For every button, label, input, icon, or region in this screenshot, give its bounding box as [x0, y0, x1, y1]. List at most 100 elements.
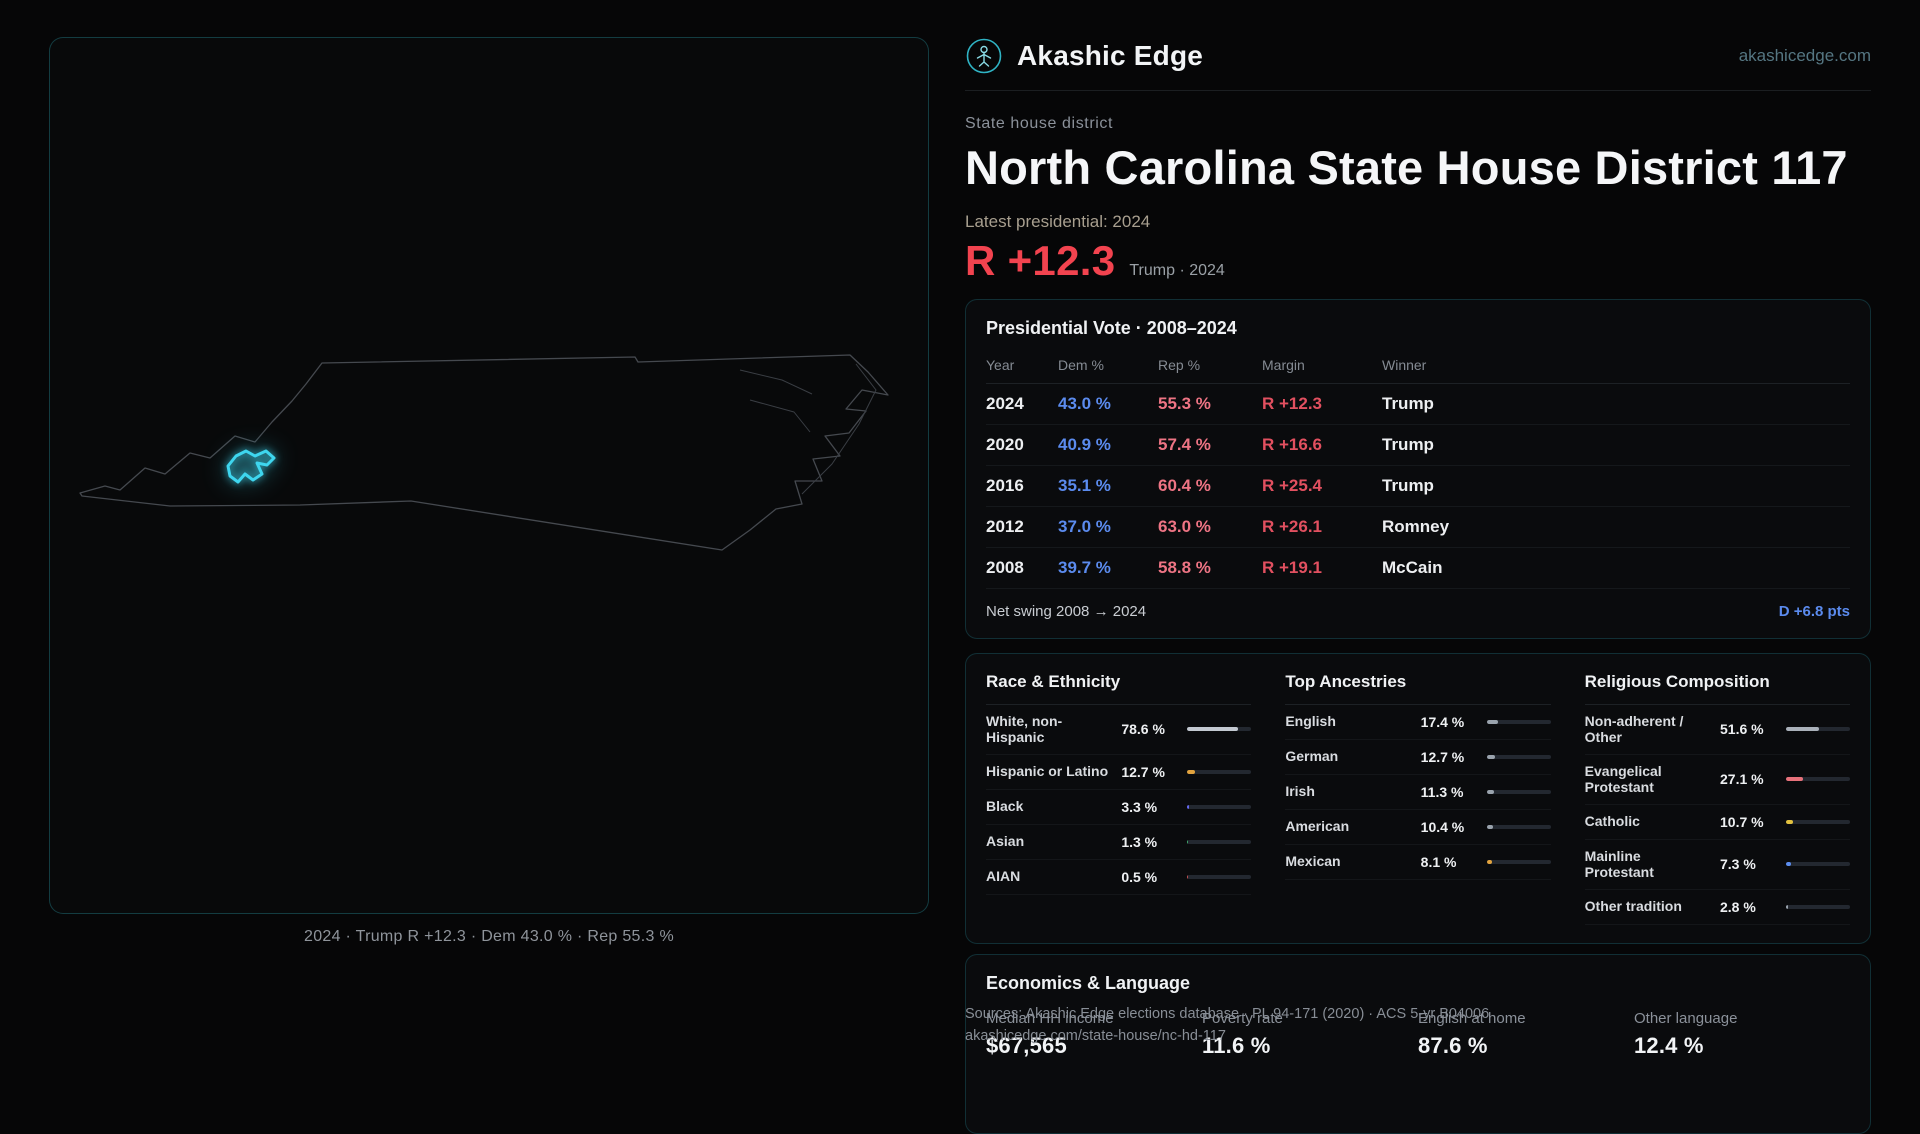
- table-row: 2020 40.9 % 57.4 % R +16.6 Trump: [986, 425, 1850, 466]
- rep-cell: 60.4 %: [1158, 475, 1211, 495]
- district-map-section: 2024 · Trump R +12.3 · Dem 43.0 % · Rep …: [49, 37, 929, 946]
- list-item: Asian 1.3 %: [986, 825, 1252, 860]
- rep-cell: 58.8 %: [1158, 557, 1211, 577]
- list-item: AIAN 0.5 %: [986, 860, 1252, 895]
- list-item: Irish 11.3 %: [1285, 775, 1551, 810]
- north-carolina-outline: [79, 354, 889, 551]
- mini-bar: [1187, 804, 1252, 809]
- margin-cell: R +16.6: [1262, 434, 1323, 454]
- winner-cell: Romney: [1382, 516, 1450, 536]
- sources-line: Sources: Akashic Edge elections database…: [965, 1006, 1490, 1022]
- margin-cell: R +12.3: [1262, 393, 1323, 413]
- page-title: North Carolina State House District 117: [965, 141, 1848, 194]
- table-row: 2016 35.1 % 60.4 % R +25.4 Trump: [986, 466, 1850, 507]
- map-caption: 2024 · Trump R +12.3 · Dem 43.0 % · Rep …: [304, 928, 674, 945]
- col-dem: Dem %: [1058, 356, 1104, 373]
- rep-cell: 63.0 %: [1158, 516, 1211, 536]
- mini-bar: [1786, 777, 1850, 782]
- list-item: Black 3.3 %: [986, 790, 1252, 825]
- mini-bar: [1486, 754, 1551, 759]
- mini-bar: [1786, 819, 1850, 824]
- year-cell: 2016: [986, 475, 1024, 495]
- table-header-row: Year Dem % Rep % Margin Winner: [986, 351, 1850, 384]
- col-winner: Winner: [1382, 356, 1427, 373]
- margin-cell: R +19.1: [1262, 557, 1323, 577]
- race-ethnicity-column: Race & Ethnicity White, non-Hispanic 78.…: [986, 672, 1252, 925]
- table-row: 2008 39.7 % 58.8 % R +19.1 McCain: [986, 548, 1850, 589]
- rep-cell: 57.4 %: [1158, 434, 1211, 454]
- mini-bar: [1486, 789, 1551, 794]
- margin-value: R +12.3: [965, 236, 1116, 284]
- ancestries-title: Top Ancestries: [1285, 672, 1551, 705]
- list-item: Hispanic or Latino 12.7 %: [986, 755, 1252, 790]
- sources-footer: Sources: Akashic Edge elections database…: [965, 1004, 1489, 1048]
- ancestries-column: Top Ancestries English 17.4 % German 12.…: [1285, 672, 1551, 925]
- mini-bar: [1187, 839, 1252, 844]
- year-cell: 2012: [986, 516, 1024, 536]
- mini-bar: [1486, 824, 1551, 829]
- district-117-highlight: [226, 449, 276, 484]
- akashic-edge-logo-icon: [965, 37, 1003, 75]
- winner-cell: Trump: [1382, 475, 1434, 495]
- year-cell: 2008: [986, 557, 1024, 577]
- year-cell: 2020: [986, 434, 1024, 454]
- stat-poverty-rate: Poverty rate 11.6 %: [1202, 1009, 1283, 1058]
- list-item: Evangelical Protestant 27.1 %: [1584, 755, 1850, 805]
- stat-median-income: Median HH income $67,565: [986, 1009, 1114, 1058]
- list-item: Non-adherent / Other 51.6 %: [1584, 705, 1850, 755]
- economics-title: Economics & Language: [986, 972, 1191, 993]
- headline-margin: R +12.3 Trump · 2024: [965, 237, 1871, 285]
- north-carolina-map: [79, 354, 889, 551]
- economics-stats: Median HH income $67,565 Poverty rate 11…: [986, 1010, 1850, 1059]
- religion-column: Religious Composition Non-adherent / Oth…: [1584, 672, 1850, 925]
- margin-cell: R +25.4: [1262, 475, 1323, 495]
- mini-bar: [1786, 862, 1850, 867]
- list-item: Catholic 10.7 %: [1584, 805, 1850, 840]
- latest-presidential-label: Latest presidential: 2024: [965, 211, 1151, 231]
- dem-cell: 43.0 %: [1058, 393, 1111, 413]
- mini-bar: [1187, 769, 1252, 774]
- list-item: English 17.4 %: [1285, 705, 1551, 740]
- presidential-table: Year Dem % Rep % Margin Winner 2024 43.0…: [986, 351, 1850, 589]
- brand-domain-link[interactable]: akashicedge.com: [1738, 46, 1871, 65]
- mini-bar: [1486, 719, 1551, 724]
- rep-cell: 55.3 %: [1158, 393, 1211, 413]
- net-swing-row: Net swing 2008 → 2024 D +6.8 pts: [986, 589, 1850, 620]
- col-year: Year: [986, 356, 1015, 373]
- district-type-eyebrow: State house district: [965, 115, 1114, 132]
- net-swing-label: Net swing 2008 → 2024: [986, 602, 1147, 620]
- dem-cell: 37.0 %: [1058, 516, 1111, 536]
- table-row: 2012 37.0 % 63.0 % R +26.1 Romney: [986, 507, 1850, 548]
- race-title: Race & Ethnicity: [986, 672, 1252, 705]
- mini-bar: [1486, 859, 1551, 864]
- dem-cell: 40.9 %: [1058, 434, 1111, 454]
- list-item: German 12.7 %: [1285, 740, 1551, 775]
- mini-bar: [1187, 727, 1252, 732]
- district-map: [49, 37, 929, 914]
- mini-bar: [1786, 904, 1850, 909]
- albemarle-sound-line: [739, 369, 813, 395]
- pamlico-sound-line: [749, 399, 811, 433]
- detail-panel: Akashic Edge akashicedge.com State house…: [965, 37, 1871, 1134]
- presidential-card-title: Presidential Vote · 2008–2024: [986, 317, 1237, 338]
- demographics-card: Race & Ethnicity White, non-Hispanic 78.…: [965, 652, 1871, 944]
- list-item: White, non-Hispanic 78.6 %: [986, 705, 1252, 755]
- permalink[interactable]: akashicedge.com/state-house/nc-hd-117: [965, 1027, 1226, 1044]
- list-item: Mainline Protestant 7.3 %: [1584, 840, 1850, 890]
- dem-cell: 39.7 %: [1058, 557, 1111, 577]
- header: Akashic Edge akashicedge.com: [965, 37, 1871, 91]
- stat-english-at-home: English at home 87.6 %: [1418, 1009, 1526, 1058]
- year-cell: 2024: [986, 393, 1024, 413]
- table-row: 2024 43.0 % 55.3 % R +12.3 Trump: [986, 384, 1850, 425]
- stat-other-language: Other language 12.4 %: [1634, 1009, 1738, 1058]
- margin-cell: R +26.1: [1262, 516, 1323, 536]
- outer-banks-line: [801, 363, 877, 495]
- mini-bar: [1786, 727, 1850, 732]
- col-rep: Rep %: [1158, 356, 1201, 373]
- brand-name: Akashic Edge: [1017, 40, 1204, 71]
- list-item: Other tradition 2.8 %: [1584, 890, 1850, 925]
- religion-title: Religious Composition: [1584, 672, 1850, 705]
- margin-context: Trump · 2024: [1129, 261, 1225, 279]
- dem-cell: 35.1 %: [1058, 475, 1111, 495]
- net-swing-value: D +6.8 pts: [1778, 602, 1850, 620]
